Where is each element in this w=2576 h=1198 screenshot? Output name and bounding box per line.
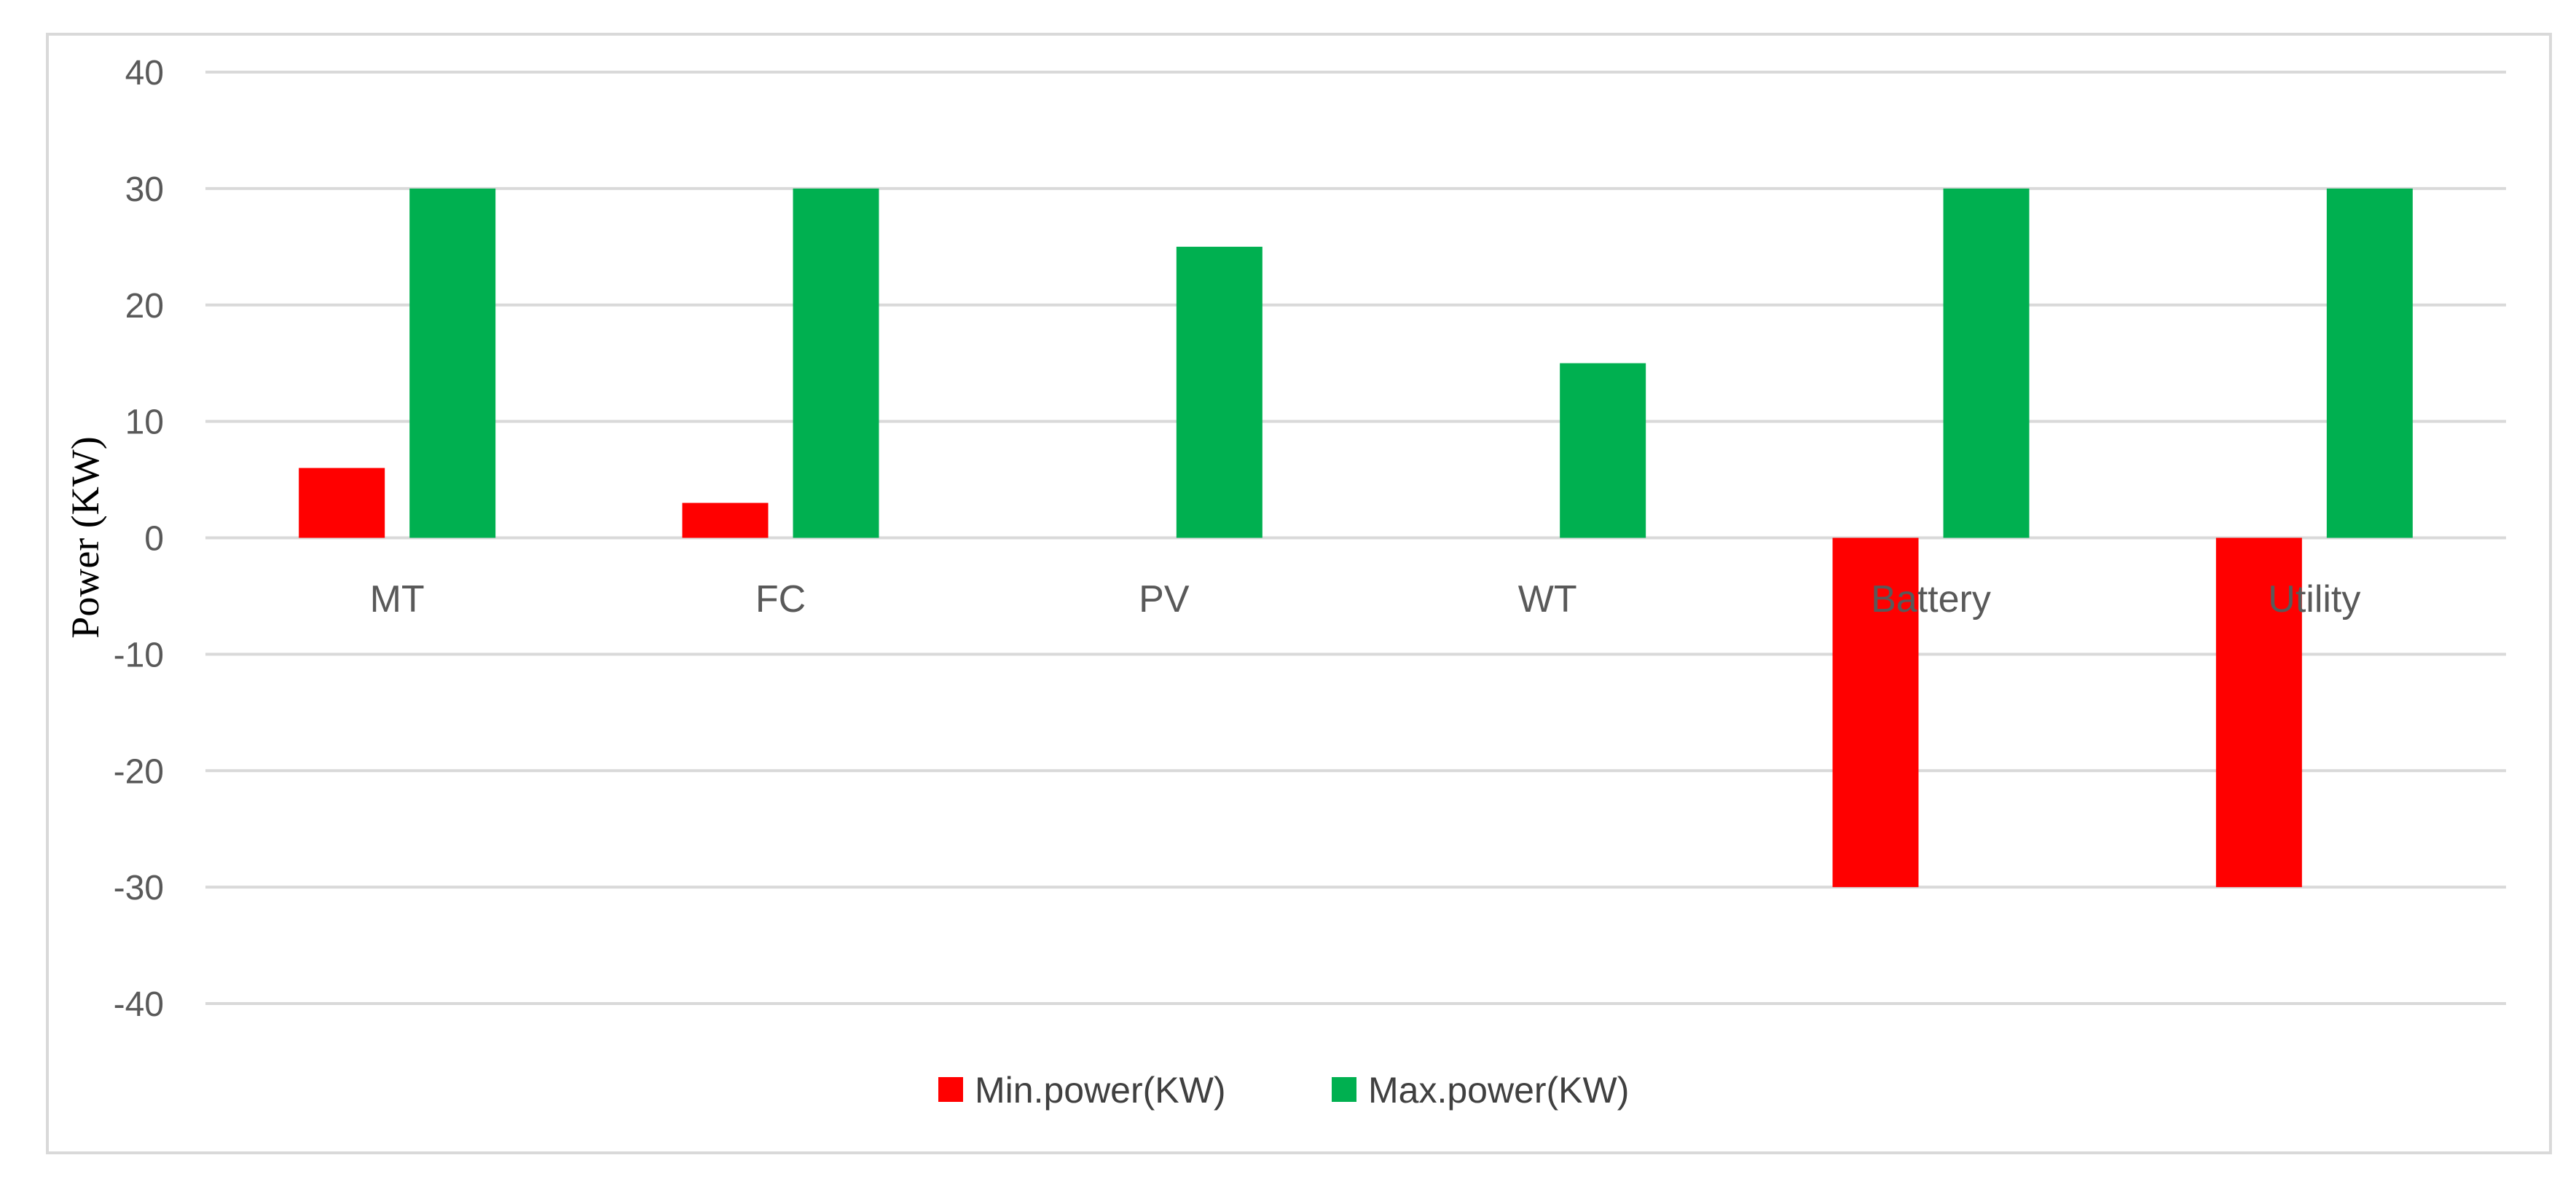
- y-tick-label: 0: [144, 520, 164, 559]
- bar-min-utility: [2215, 537, 2302, 888]
- y-tick-label: -30: [114, 869, 164, 907]
- y-tick-label: -20: [114, 752, 164, 791]
- y-axis-tick-labels: 40 30 20 10 0 -10 -20 -30 -40: [114, 54, 164, 1024]
- bar-max-wt: [1560, 363, 1646, 538]
- y-tick-label: 20: [125, 287, 164, 326]
- legend-label: Min.power(KW): [975, 1070, 1225, 1111]
- category-label: WT: [1518, 578, 1577, 620]
- category-label: Battery: [1871, 578, 1991, 620]
- bar-min-battery: [1832, 537, 1919, 888]
- category-label: Utility: [2268, 578, 2360, 620]
- bar-min-mt: [299, 468, 385, 538]
- bar-min-fc: [682, 503, 769, 538]
- legend-label: Max.power(KW): [1368, 1070, 1629, 1111]
- bar-max-battery: [1943, 188, 2030, 538]
- gridlines: [205, 71, 2506, 1005]
- bar-max-fc: [793, 188, 879, 538]
- y-tick-label: 30: [125, 170, 164, 209]
- bar-max-pv: [1176, 246, 1263, 538]
- y-axis-label: Power (KW): [63, 436, 107, 638]
- y-tick-label: -40: [114, 985, 164, 1024]
- y-tick-label: -10: [114, 636, 164, 674]
- bar-max-mt: [409, 188, 496, 538]
- bars: [299, 188, 2413, 888]
- category-labels: MT FC PV WT Battery Utility: [370, 578, 2361, 620]
- category-label: PV: [1139, 578, 1190, 620]
- bar-max-utility: [2326, 188, 2413, 538]
- legend-swatch: [938, 1077, 963, 1102]
- category-label: FC: [755, 578, 806, 620]
- legend-swatch: [1332, 1077, 1356, 1102]
- y-tick-label: 40: [125, 54, 164, 92]
- legend: Min.power(KW) Max.power(KW): [938, 1070, 1629, 1111]
- category-label: MT: [370, 578, 425, 620]
- y-tick-label: 10: [125, 403, 164, 442]
